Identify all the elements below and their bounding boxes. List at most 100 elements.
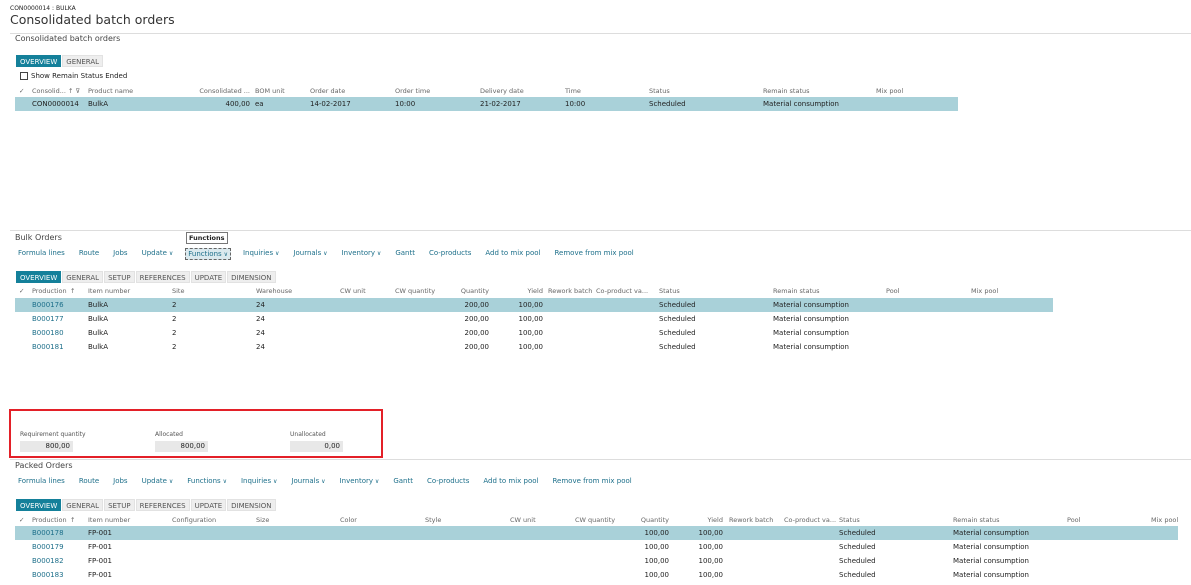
column-header[interactable]: BOM unit xyxy=(255,87,285,95)
table-cell[interactable]: FP-001 xyxy=(88,557,112,565)
table-cell[interactable]: Material consumption xyxy=(773,301,849,309)
table-cell[interactable]: 100,00 xyxy=(518,301,544,309)
table-cell[interactable]: Scheduled xyxy=(659,343,696,351)
tab-setup[interactable]: SETUP xyxy=(104,499,135,511)
tab-general[interactable]: GENERAL xyxy=(62,271,104,283)
column-header[interactable]: Color xyxy=(340,516,357,524)
allocated-field[interactable]: 800,00 xyxy=(155,441,208,452)
toolbar-route-button[interactable]: Route xyxy=(78,249,100,257)
toolbar-formula-lines-button[interactable]: Formula lines xyxy=(18,249,65,257)
table-cell[interactable]: FP-001 xyxy=(88,529,112,537)
sort-ascending-icon[interactable]: ↑ xyxy=(70,287,76,295)
table-cell[interactable]: B000182 xyxy=(32,557,64,565)
table-cell[interactable]: Scheduled xyxy=(839,571,876,579)
table-cell[interactable]: 100,00 xyxy=(518,329,544,337)
column-header[interactable]: Consolid... xyxy=(32,87,66,95)
table-cell[interactable]: B000183 xyxy=(32,571,64,579)
column-header[interactable]: Pool xyxy=(886,287,900,295)
toolbar-co-products-button[interactable]: Co-products xyxy=(426,477,470,485)
table-cell[interactable]: BulkA xyxy=(88,301,109,309)
table-cell[interactable]: 200,00 xyxy=(464,315,490,323)
table-cell[interactable]: 100,00 xyxy=(518,343,544,351)
column-header[interactable]: Co-product va... xyxy=(596,287,649,295)
column-header[interactable]: Yield xyxy=(707,516,723,524)
table-cell[interactable]: 100,00 xyxy=(698,571,724,579)
table-cell[interactable]: BulkA xyxy=(88,100,109,108)
tab-setup[interactable]: SETUP xyxy=(104,271,135,283)
table-cell[interactable]: 14-02-2017 xyxy=(310,100,351,108)
tab-general[interactable]: GENERAL xyxy=(62,499,104,511)
column-header[interactable]: Size xyxy=(256,516,270,524)
column-header[interactable]: Time xyxy=(565,87,581,95)
table-cell[interactable]: 10:00 xyxy=(395,100,416,108)
table-cell[interactable]: B000176 xyxy=(32,301,64,309)
column-header[interactable]: Co-product va... xyxy=(784,516,837,524)
tab-dimension[interactable]: DIMENSION xyxy=(227,271,276,283)
table-cell[interactable]: Material consumption xyxy=(953,557,1029,565)
column-header[interactable]: Remain status xyxy=(763,87,810,95)
toolbar-functions-button[interactable]: Functions xyxy=(185,476,229,486)
tab-references[interactable]: REFERENCES xyxy=(135,271,190,283)
table-cell[interactable]: 2 xyxy=(172,329,177,337)
table-cell[interactable]: 2 xyxy=(172,301,177,309)
table-cell[interactable]: Material consumption xyxy=(953,543,1029,551)
table-cell[interactable]: 100,00 xyxy=(698,529,724,537)
toolbar-update-button[interactable]: Update xyxy=(140,248,176,260)
column-header[interactable]: Consolidated ... xyxy=(199,87,250,95)
table-cell[interactable]: FP-001 xyxy=(88,571,112,579)
column-header[interactable]: Rework batch xyxy=(729,516,774,524)
table-cell[interactable]: 100,00 xyxy=(644,571,670,579)
column-header[interactable]: Product name xyxy=(88,87,134,95)
table-cell[interactable]: B000178 xyxy=(32,529,64,537)
table-cell[interactable]: FP-001 xyxy=(88,543,112,551)
table-cell[interactable]: CON0000014 xyxy=(32,100,79,108)
table-cell[interactable]: 100,00 xyxy=(698,543,724,551)
select-all-check-icon[interactable]: ✓ xyxy=(19,287,25,295)
table-cell[interactable]: 2 xyxy=(172,343,177,351)
column-header[interactable]: Order date xyxy=(310,87,346,95)
table-cell[interactable]: Scheduled xyxy=(649,100,686,108)
table-cell[interactable]: Material consumption xyxy=(763,100,839,108)
toolbar-add-to-mix-pool-button[interactable]: Add to mix pool xyxy=(485,249,541,257)
column-header[interactable]: CW unit xyxy=(510,516,536,524)
tab-overview[interactable]: OVERVIEW xyxy=(16,271,62,283)
table-cell[interactable]: 200,00 xyxy=(464,301,490,309)
toolbar-jobs-button[interactable]: Jobs xyxy=(113,477,128,485)
toolbar-add-to-mix-pool-button[interactable]: Add to mix pool xyxy=(483,477,539,485)
column-header[interactable]: CW quantity xyxy=(575,516,616,524)
column-header[interactable]: Status xyxy=(649,87,670,95)
column-header[interactable]: CW unit xyxy=(340,287,366,295)
toolbar-formula-lines-button[interactable]: Formula lines xyxy=(18,477,65,485)
table-cell[interactable]: 24 xyxy=(256,315,265,323)
table-cell[interactable]: BulkA xyxy=(88,329,109,337)
tab-overview[interactable]: OVERVIEW xyxy=(16,499,62,511)
column-header[interactable]: Delivery date xyxy=(480,87,524,95)
toolbar-journals-button[interactable]: Journals xyxy=(289,476,327,486)
table-cell[interactable]: Scheduled xyxy=(659,315,696,323)
toolbar-journals-button[interactable]: Journals xyxy=(291,248,329,260)
table-cell[interactable]: Scheduled xyxy=(839,543,876,551)
column-header[interactable]: Mix pool xyxy=(971,287,999,295)
column-header[interactable]: Status xyxy=(839,516,860,524)
column-header[interactable]: Configuration xyxy=(172,516,217,524)
table-cell[interactable]: 100,00 xyxy=(644,557,670,565)
table-cell[interactable]: 2 xyxy=(172,315,177,323)
toolbar-jobs-button[interactable]: Jobs xyxy=(113,249,128,257)
table-cell[interactable]: B000180 xyxy=(32,329,64,337)
column-header[interactable]: Warehouse xyxy=(256,287,293,295)
table-cell[interactable]: 100,00 xyxy=(518,315,544,323)
tab-references[interactable]: REFERENCES xyxy=(135,499,190,511)
table-cell[interactable]: 200,00 xyxy=(464,329,490,337)
column-header[interactable]: Yield xyxy=(527,287,543,295)
column-header[interactable]: Item number xyxy=(88,516,131,524)
table-cell[interactable]: B000177 xyxy=(32,315,64,323)
toolbar-update-button[interactable]: Update xyxy=(140,476,176,486)
toolbar-gantt-button[interactable]: Gantt xyxy=(393,477,413,485)
table-cell[interactable]: 21-02-2017 xyxy=(480,100,521,108)
table-cell[interactable]: ea xyxy=(255,100,264,108)
column-header[interactable]: Status xyxy=(659,287,680,295)
column-header[interactable]: Style xyxy=(425,516,442,524)
table-cell[interactable]: BulkA xyxy=(88,343,109,351)
select-all-check-icon[interactable]: ✓ xyxy=(19,87,25,95)
column-header[interactable]: Production xyxy=(32,287,67,295)
